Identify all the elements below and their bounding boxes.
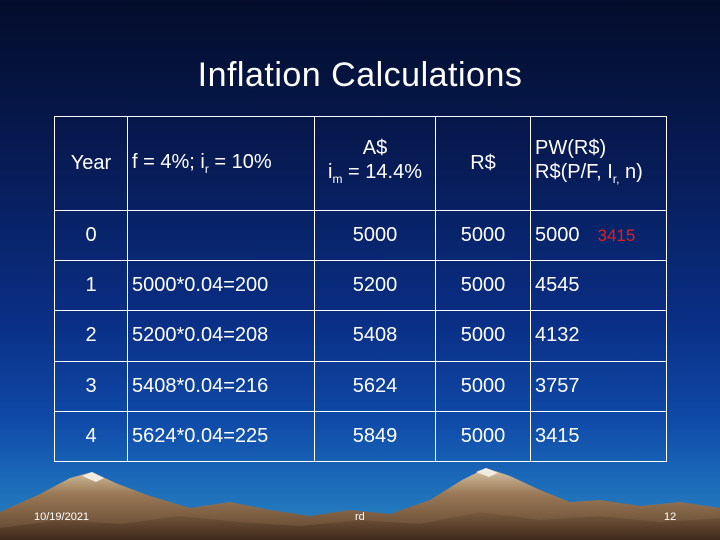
mountain-backdrop: [0, 468, 720, 540]
calc-cell: [127, 209, 315, 262]
calc-cell: 5200*0.04=208: [127, 310, 315, 362]
year-cell: 0: [54, 209, 128, 262]
header-present-worth: PW(R$) R$(P/F, Ir, n): [530, 116, 667, 211]
present-worth-total: 3415: [597, 226, 636, 246]
real-dollars-cell: 5000: [435, 209, 531, 262]
footer-date: 10/19/2021: [34, 511, 90, 523]
header-actual-dollars: A$ im = 14.4%: [314, 116, 436, 211]
actual-dollars-cell: 5200: [314, 260, 436, 312]
header-real-dollars: R$: [435, 116, 531, 211]
year-cell: 2: [54, 310, 128, 362]
table-row: 3 5408*0.04=216 5624 5000 3757: [54, 360, 667, 412]
real-dollars-cell: 5000: [435, 260, 531, 312]
real-dollars-cell: 5000: [435, 410, 531, 463]
present-worth-cell: 3757: [530, 360, 667, 412]
present-worth-cell: 5000 3415: [530, 209, 667, 262]
actual-dollars-cell: 5408: [314, 310, 436, 362]
inflation-table: Year f = 4%; ir = 10% A$ im = 14.4% R$ P…: [54, 116, 667, 463]
year-cell: 3: [54, 360, 128, 412]
slide-number: 12: [664, 511, 677, 523]
year-cell: 4: [54, 410, 128, 463]
table-header-row: Year f = 4%; ir = 10% A$ im = 14.4% R$ P…: [54, 116, 667, 211]
present-worth-cell: 4545: [530, 260, 667, 312]
footer-center-text: rd: [355, 511, 365, 523]
calc-cell: 5000*0.04=200: [127, 260, 315, 312]
slide-title: Inflation Calculations: [197, 56, 523, 94]
table-row: 0 5000 5000 5000 3415: [54, 209, 667, 262]
year-cell: 1: [54, 260, 128, 312]
real-dollars-cell: 5000: [435, 310, 531, 362]
actual-dollars-cell: 5624: [314, 360, 436, 412]
calc-cell: 5408*0.04=216: [127, 360, 315, 412]
present-worth-cell: 4132: [530, 310, 667, 362]
present-worth-cell: 3415: [530, 410, 667, 463]
header-year: Year: [54, 116, 128, 211]
table-row: 4 5624*0.04=225 5849 5000 3415: [54, 410, 667, 463]
real-dollars-cell: 5000: [435, 360, 531, 412]
table-row: 2 5200*0.04=208 5408 5000 4132: [54, 310, 667, 362]
actual-dollars-cell: 5000: [314, 209, 436, 262]
table-row: 1 5000*0.04=200 5200 5000 4545: [54, 260, 667, 312]
header-formula: f = 4%; ir = 10%: [127, 116, 315, 211]
